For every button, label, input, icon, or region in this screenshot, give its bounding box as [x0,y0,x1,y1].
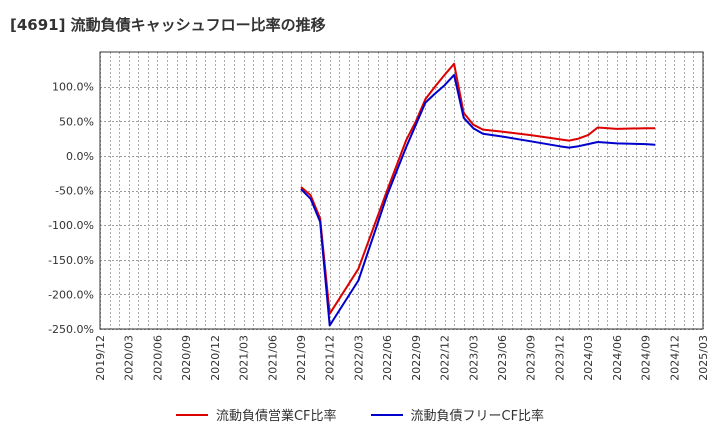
series-line-operating-cf [300,62,656,315]
legend: 流動負債営業CF比率 流動負債フリーCF比率 [0,405,720,424]
y-tick-label: 50.0% [59,115,94,128]
y-axis-ticks: -250.0% -200.0% -150.0% -100.0% -50.0% 0.0% 50… [48,81,94,336]
y-tick-label: 100.0% [52,81,94,94]
x-tick-label: 2021/03 [238,335,251,381]
legend-swatch-operating-cf [175,413,208,416]
x-tick-label: 2020/09 [180,335,193,381]
legend-item-operating-cf: 流動負債営業CF比率 [175,405,337,424]
x-tick-label: 2023/06 [496,335,509,381]
chart-title: [4691] 流動負債キャッシュフロー比率の推移 [10,16,326,34]
x-tick-label: 2020/12 [209,335,222,381]
line-chart: -250.0% -200.0% -150.0% -100.0% -50.0% 0.0% 50… [48,51,710,381]
x-tick-label: 2023/03 [467,335,480,381]
y-tick-label: -250.0% [48,323,94,336]
x-tick-label: 2020/03 [123,335,136,381]
legend-item-free-cf: 流動負債フリーCF比率 [370,405,545,424]
x-tick-label: 2022/03 [352,335,365,381]
x-tick-label: 2023/12 [553,335,566,381]
x-tick-label: 2024/06 [611,335,624,381]
series-lines [300,62,656,327]
y-tick-label: 0.0% [66,150,94,163]
x-tick-label: 2021/06 [266,335,279,381]
x-tick-label: 2022/06 [381,335,394,381]
x-tick-label: 2019/12 [94,335,107,381]
x-tick-label: 2024/09 [640,335,653,381]
y-tick-label: -200.0% [48,288,94,301]
x-tick-label: 2024/12 [668,335,681,381]
series-line-free-cf [300,73,656,327]
x-axis-ticks: 2019/12 2020/03 2020/06 2020/09 2020/12 2021/… [94,335,710,381]
x-tick-label: 2020/06 [151,335,164,381]
x-tick-label: 2021/12 [324,335,337,381]
y-tick-label: -100.0% [48,219,94,232]
legend-label-free-cf: 流動負債フリーCF比率 [410,409,545,424]
legend-label-operating-cf: 流動負債営業CF比率 [215,409,337,424]
plot-frame [99,51,704,330]
x-tick-label: 2023/09 [525,335,538,381]
x-tick-label: 2022/12 [439,335,452,381]
y-tick-label: -50.0% [55,185,94,198]
y-tick-label: -150.0% [48,254,94,267]
x-tick-label: 2024/03 [582,335,595,381]
x-tick-label: 2021/09 [295,335,308,381]
plot-area [100,52,703,329]
legend-swatch-free-cf [370,413,403,416]
x-tick-label: 2025/03 [697,335,710,381]
x-tick-label: 2022/09 [410,335,423,381]
